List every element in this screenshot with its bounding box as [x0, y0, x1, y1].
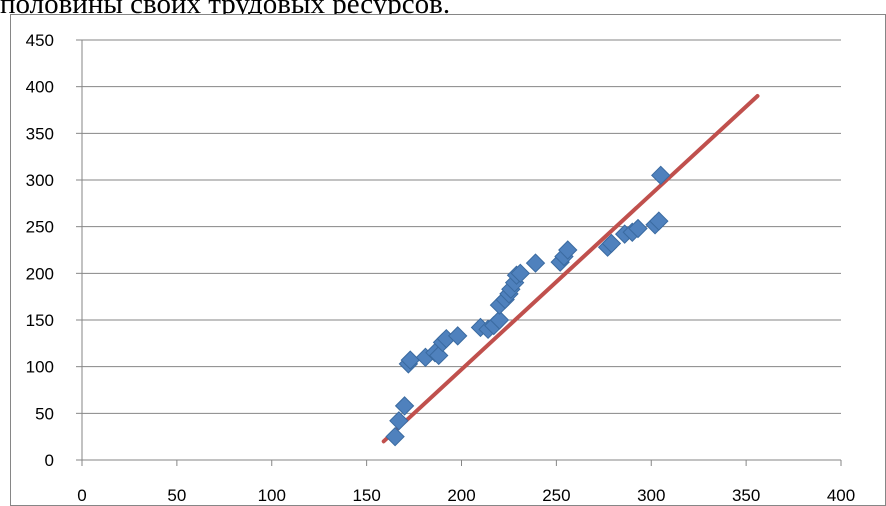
y-tick-label-450: 450	[26, 31, 54, 50]
data-point	[649, 211, 669, 231]
data-points	[385, 165, 671, 447]
trend-line	[381, 94, 760, 444]
data-point	[447, 326, 468, 346]
y-axis-tick-labels: 0 50 100 150 200 250 300 350 400 450	[26, 31, 54, 470]
y-tick-label-350: 350	[26, 124, 54, 143]
grid-lines	[82, 39, 841, 414]
data-point	[651, 165, 671, 186]
data-point	[394, 396, 415, 416]
x-tick-label-150: 150	[352, 486, 380, 505]
x-axis-tick-labels: 0 50 100 150 200 250 300 350 400	[77, 486, 855, 505]
x-tick-label-400: 400	[827, 486, 855, 505]
axes	[76, 39, 842, 466]
x-tick-label-100: 100	[258, 486, 286, 505]
x-tick-label-300: 300	[637, 486, 665, 505]
y-tick-label-300: 300	[26, 171, 54, 190]
data-point	[510, 263, 531, 284]
x-tick-label-50: 50	[167, 486, 186, 505]
data-point	[525, 253, 546, 273]
data-point	[628, 218, 648, 239]
x-tick-label-200: 200	[447, 486, 475, 505]
y-tick-label-50: 50	[35, 404, 54, 423]
data-point	[601, 233, 622, 254]
x-tick-label-350: 350	[732, 486, 760, 505]
trend-line-path	[381, 94, 760, 444]
x-tick-label-250: 250	[542, 486, 570, 505]
data-point	[558, 240, 578, 260]
y-tick-label-0: 0	[45, 451, 54, 470]
y-tick-label-250: 250	[26, 218, 54, 237]
data-point	[389, 411, 409, 431]
data-point	[489, 310, 510, 330]
x-tick-label-0: 0	[77, 486, 86, 505]
y-tick-label-100: 100	[26, 358, 54, 377]
y-tick-label-400: 400	[26, 78, 54, 97]
y-tick-label-200: 200	[26, 264, 54, 283]
y-tick-label-150: 150	[26, 311, 54, 330]
data-point	[385, 426, 405, 447]
